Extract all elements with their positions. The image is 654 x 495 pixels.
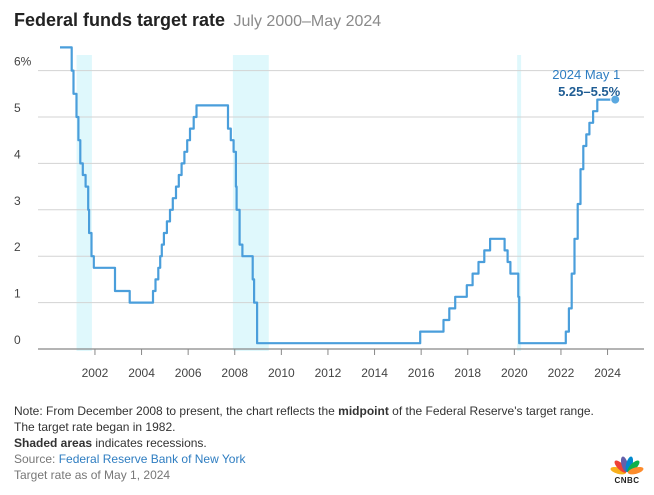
recession-shading bbox=[76, 55, 522, 351]
recession-band-0 bbox=[76, 55, 92, 351]
annotation-group: 2024 May 1 5.25–5.5% bbox=[552, 67, 621, 105]
y-tick-label: 6% bbox=[14, 55, 32, 69]
x-tick-label: 2004 bbox=[128, 366, 155, 380]
gridlines: 0 1 2 3 4 5 6% bbox=[14, 55, 644, 350]
y-tick-label: 0 bbox=[14, 333, 21, 347]
rate-line-group bbox=[60, 46, 616, 345]
rate-chart: 0 1 2 3 4 5 6% 2002 2004 2006 2008 2010 2012 2014 201… bbox=[14, 46, 644, 380]
x-tick-label: 2006 bbox=[175, 366, 202, 380]
recession-band-2 bbox=[517, 55, 522, 351]
peacock-feather bbox=[627, 466, 644, 475]
x-tick-label: 2024 bbox=[594, 366, 621, 380]
x-tick-label: 2014 bbox=[361, 366, 388, 380]
y-tick-label: 5 bbox=[14, 101, 21, 115]
note-bold: midpoint bbox=[338, 404, 389, 418]
chart-notes: Note: From December 2008 to present, the… bbox=[14, 403, 614, 483]
annotation-value: 5.25–5.5% bbox=[558, 84, 621, 99]
shaded-bold: Shaded areas bbox=[14, 436, 93, 450]
x-tick-label: 2012 bbox=[315, 366, 342, 380]
endpoint-marker bbox=[610, 94, 621, 105]
chart-title: Federal funds target rate bbox=[14, 10, 226, 30]
recession-band-1 bbox=[232, 55, 269, 351]
y-tick-label: 2 bbox=[14, 240, 21, 254]
y-tick-label: 1 bbox=[14, 287, 21, 301]
shaded-note: Shaded areas indicates recessions. bbox=[14, 435, 614, 451]
annotation-date: 2024 May 1 bbox=[552, 67, 620, 82]
chart-subtitle: July 2000–May 2024 bbox=[233, 13, 382, 30]
cnbc-logo: CNBC bbox=[609, 454, 645, 488]
source-line: Source: Federal Reserve Bank of New York bbox=[14, 451, 614, 467]
x-tick-label: 2010 bbox=[268, 366, 295, 380]
x-tick-label: 2002 bbox=[82, 366, 109, 380]
note-post: of the Federal Reserve's target range. T… bbox=[14, 404, 594, 434]
note-text: Note: From December 2008 to present, the… bbox=[14, 403, 614, 435]
x-axis: 2002 2004 2006 2008 2010 2012 2014 2016 2018 2020… bbox=[82, 349, 621, 380]
as-of-date: Target rate as of May 1, 2024 bbox=[14, 468, 171, 482]
y-tick-label: 3 bbox=[14, 194, 21, 208]
x-tick-label: 2016 bbox=[408, 366, 435, 380]
source-link[interactable]: Federal Reserve Bank of New York bbox=[58, 452, 246, 466]
rate-line bbox=[60, 46, 616, 345]
note-pre: Note: From December 2008 to present, the… bbox=[14, 404, 339, 418]
logo-text: CNBC bbox=[614, 476, 640, 485]
x-tick-label: 2022 bbox=[548, 366, 575, 380]
shaded-rest: indicates recessions. bbox=[92, 436, 207, 450]
x-tick-label: 2020 bbox=[501, 366, 528, 380]
x-tick-label: 2018 bbox=[454, 366, 481, 380]
y-tick-label: 4 bbox=[14, 147, 21, 161]
x-tick-label: 2008 bbox=[221, 366, 248, 380]
chart-header: Federal funds target rate July 2000–May … bbox=[14, 10, 381, 31]
source-label: Source: bbox=[14, 452, 59, 466]
peacock-icon bbox=[610, 456, 644, 475]
